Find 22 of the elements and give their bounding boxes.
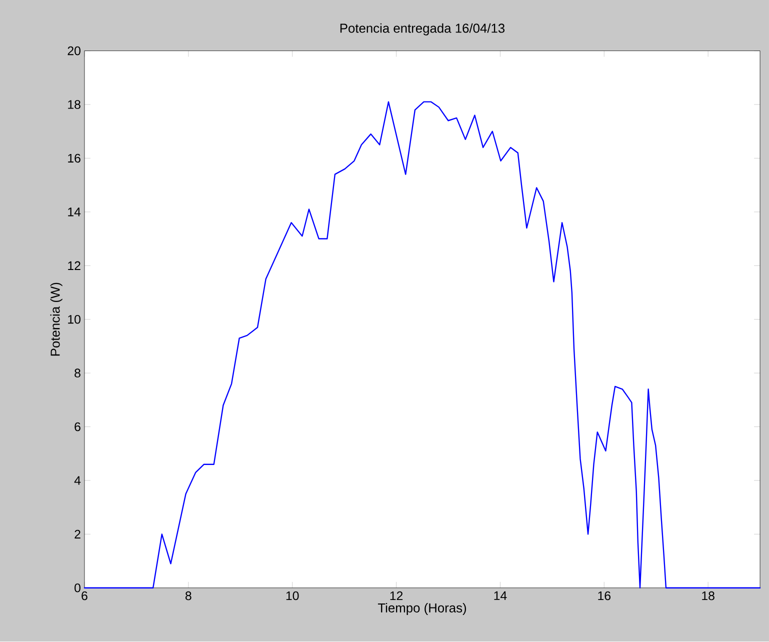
y-tick-label: 0: [74, 584, 80, 592]
line-series: [84, 101, 761, 589]
x-tick-label: 16: [598, 592, 610, 600]
y-tick-label: 4: [74, 476, 81, 485]
y-tick-label: 10: [68, 315, 80, 324]
x-axis-title: Tiempo (Horas): [378, 603, 466, 616]
y-tick-label: 12: [68, 261, 80, 270]
chart-title: Potencia entregada 16/04/13: [340, 23, 505, 36]
x-tick-label: 8: [186, 592, 192, 600]
y-tick-label: 20: [68, 46, 80, 56]
y-tick-label: 16: [68, 154, 80, 163]
y-tick-label: 2: [74, 530, 80, 539]
y-tick-label: 18: [68, 100, 80, 110]
x-tick-label: 6: [82, 592, 88, 600]
y-tick-label: 6: [74, 422, 80, 432]
x-tick-label: 14: [494, 592, 507, 600]
y-tick-label: 14: [68, 208, 81, 216]
y-tick-label: 8: [74, 368, 80, 378]
x-tick-label: 12: [390, 592, 403, 600]
x-tick-label: 18: [702, 592, 714, 600]
y-axis-title: Potencia (W): [50, 283, 62, 356]
x-tick-label: 10: [286, 592, 299, 600]
